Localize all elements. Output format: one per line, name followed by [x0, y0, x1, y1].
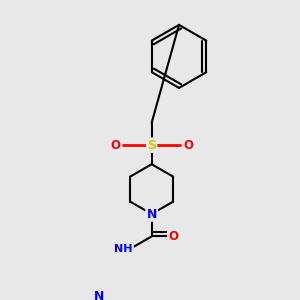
Text: O: O — [183, 139, 193, 152]
Text: N: N — [93, 290, 104, 300]
Text: O: O — [110, 139, 120, 152]
Text: NH: NH — [114, 244, 133, 254]
Text: S: S — [147, 139, 156, 152]
Text: O: O — [168, 230, 178, 243]
Text: N: N — [146, 208, 157, 220]
